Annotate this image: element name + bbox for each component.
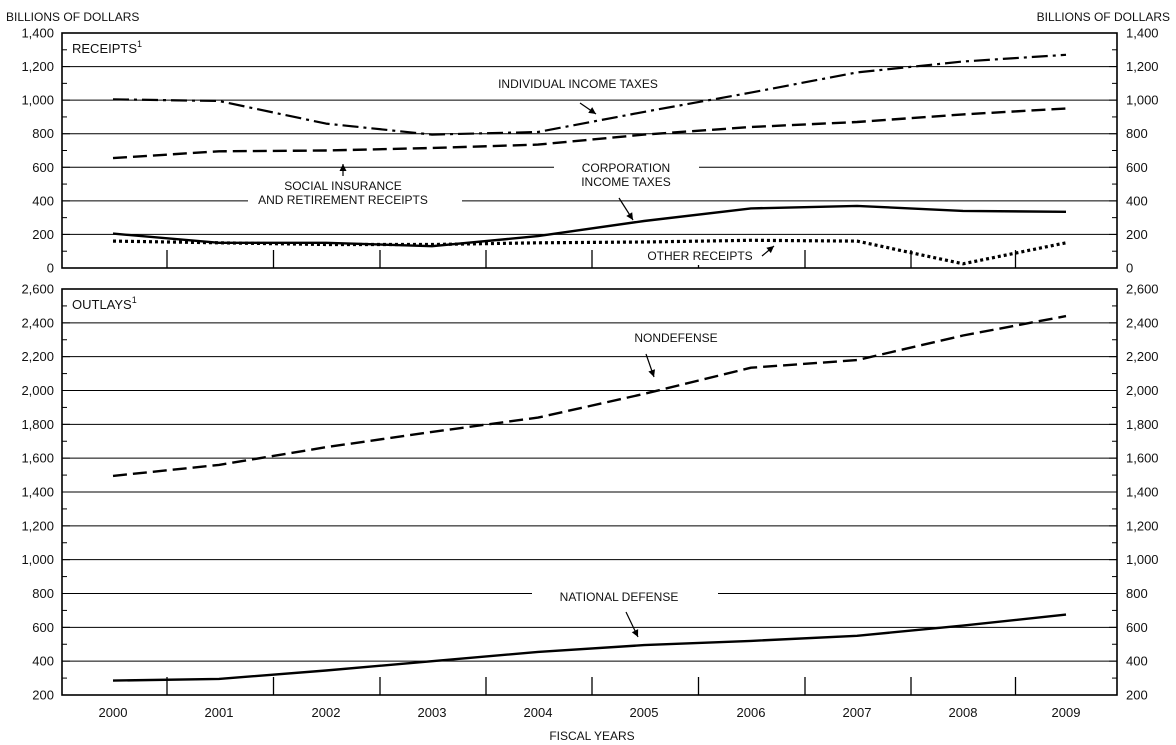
series-annotation: OTHER RECEIPTS [647, 249, 752, 263]
y-tick-label-right: 600 [1126, 620, 1148, 635]
annotation-bg [532, 587, 718, 607]
panel-title: OUTLAYS1 [72, 295, 137, 312]
y-tick-label-right: 600 [1126, 160, 1148, 175]
x-tick-label: 2001 [205, 705, 234, 720]
y-tick-label-right: 1,400 [1126, 485, 1159, 500]
y-tick-label-right: 1,000 [1126, 93, 1159, 108]
x-tick-label: 2000 [99, 705, 128, 720]
panel-frame [61, 288, 1118, 696]
series-annotation: CORPORATION [582, 161, 670, 175]
annotation-bg [605, 328, 751, 348]
y-tick-label-left: 1,200 [21, 518, 54, 533]
y-tick-label-left: 1,800 [21, 417, 54, 432]
y-tick-label-left: 1,000 [21, 93, 54, 108]
y-tick-label-left: 200 [32, 688, 54, 703]
y-tick-label-left: 1,000 [21, 552, 54, 567]
y-tick-label-right: 200 [1126, 688, 1148, 703]
receipts-panel: 0 0 200 200 400 400 600 600 800 800 1,000 1,000 1,20… [21, 26, 1158, 276]
x-axis: 2000 2001 2002 2003 2004 2005 2006 2007 2008 2009 [99, 705, 1081, 720]
series-line-national-defense [112, 613, 1067, 682]
y-tick-label-right: 2,000 [1126, 383, 1159, 398]
y-tick-label-right: 1,600 [1126, 451, 1159, 466]
y-tick-label-right: 400 [1126, 193, 1148, 208]
y-tick-label-left: 2,600 [21, 282, 54, 297]
annotation-arrowhead [588, 107, 596, 114]
y-tick-label-right: 1,800 [1126, 417, 1159, 432]
y-tick-label-left: 200 [32, 227, 54, 242]
y-tick-label-left: 400 [32, 654, 54, 669]
series-annotation: INDIVIDUAL INCOME TAXES [498, 77, 658, 91]
y-tick-label-right: 2,200 [1126, 349, 1159, 364]
annotation-arrowhead [631, 629, 639, 637]
y-tick-label-left: 1,600 [21, 451, 54, 466]
series-line-individual-income-taxes [112, 53, 1067, 136]
annotation-bg [248, 176, 462, 209]
y-tick-label-right: 1,200 [1126, 518, 1159, 533]
x-tick-label: 2007 [843, 705, 872, 720]
y-tick-label-left: 1,400 [21, 485, 54, 500]
x-tick-label: 2003 [418, 705, 447, 720]
annotation-arrowhead [339, 164, 347, 171]
x-tick-label: 2004 [524, 705, 553, 720]
series-line-other-receipts [112, 238, 1067, 266]
series-line-nondefense [112, 314, 1067, 478]
y-tick-label-left: 2,200 [21, 349, 54, 364]
y-tick-label-right: 1,200 [1126, 59, 1159, 74]
y-axis-unit-right: BILLIONS OF DOLLARS [1037, 10, 1170, 24]
series-annotation: SOCIAL INSURANCE [284, 179, 402, 193]
x-axis-title: FISCAL YEARS [549, 729, 634, 743]
annotation-bg [632, 247, 765, 265]
annotation-arrowhead [626, 212, 633, 220]
x-tick-label: 2006 [737, 705, 766, 720]
y-tick-label-right: 2,400 [1126, 315, 1159, 330]
x-tick-label: 2008 [949, 705, 978, 720]
y-tick-label-right: 200 [1126, 227, 1148, 242]
x-tick-label: 2002 [312, 705, 341, 720]
y-tick-label-right: 800 [1126, 126, 1148, 141]
y-tick-label-left: 2,400 [21, 315, 54, 330]
y-tick-label-right: 400 [1126, 654, 1148, 669]
x-tick-label: 2005 [630, 705, 659, 720]
y-tick-label-left: 600 [32, 160, 54, 175]
y-tick-label-left: 2,000 [21, 383, 54, 398]
annotation-bg [554, 158, 699, 191]
series-annotation: NONDEFENSE [634, 331, 717, 345]
y-tick-label-right: 2,600 [1126, 282, 1159, 297]
annotation-bg [470, 74, 686, 92]
series-annotation: INCOME TAXES [581, 175, 671, 189]
y-tick-label-left: 1,200 [21, 59, 54, 74]
y-tick-label-left: 400 [32, 193, 54, 208]
y-tick-label-right: 800 [1126, 586, 1148, 601]
y-tick-label-left: 800 [32, 126, 54, 141]
y-tick-label-right: 1,400 [1126, 26, 1159, 41]
series-annotation: AND RETIREMENT RECEIPTS [258, 193, 428, 207]
series-line-corporation-income-taxes [112, 204, 1067, 248]
y-axis-unit-left: BILLIONS OF DOLLARS [6, 10, 139, 24]
outlays-panel: 200 200 400 400 600 600 800 800 1,000 1,000 1,200 1… [21, 282, 1158, 703]
annotation-arrowhead [766, 246, 774, 254]
y-tick-label-left: 800 [32, 586, 54, 601]
panel-frame [61, 32, 1118, 269]
y-tick-label-left: 0 [47, 261, 54, 276]
y-tick-label-right: 1,000 [1126, 552, 1159, 567]
series-annotation: NATIONAL DEFENSE [560, 590, 679, 604]
panel-title: RECEIPTS1 [72, 39, 142, 56]
y-tick-label-right: 0 [1126, 261, 1133, 276]
y-tick-label-left: 1,400 [21, 26, 54, 41]
y-tick-label-left: 600 [32, 620, 54, 635]
x-tick-label: 2009 [1052, 705, 1081, 720]
annotation-arrowhead [648, 369, 656, 377]
